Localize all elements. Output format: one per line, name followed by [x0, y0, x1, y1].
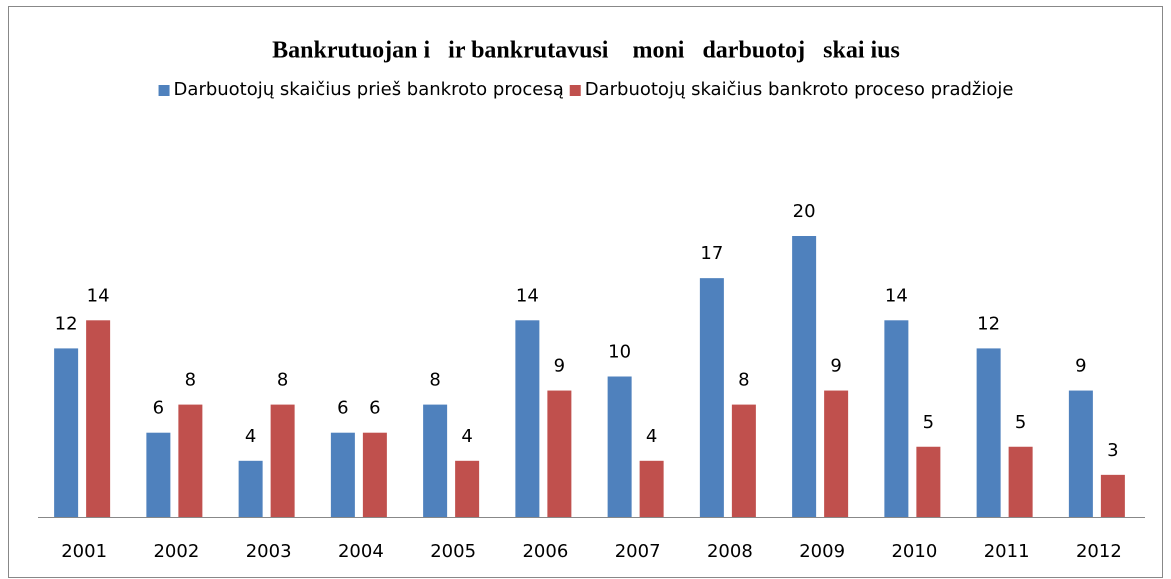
bar	[1008, 446, 1033, 517]
x-tick-label: 2002	[153, 541, 199, 562]
data-label: 5	[1015, 412, 1026, 433]
data-label: 8	[185, 370, 196, 391]
bar	[1068, 390, 1093, 517]
x-tick-label: 2011	[984, 541, 1030, 562]
bar	[423, 404, 448, 517]
bar	[884, 320, 909, 517]
legend-swatch	[158, 85, 170, 96]
bar	[916, 446, 941, 517]
data-label: 20	[793, 201, 816, 222]
data-label: 3	[1107, 440, 1118, 461]
x-tick-label: 2003	[246, 541, 292, 562]
x-tick-label: 2008	[707, 541, 753, 562]
data-label: 8	[277, 370, 288, 391]
chart-title: Bankrutuojan i ir bankrutavusi moni darb…	[272, 38, 900, 64]
data-label: 5	[923, 412, 934, 433]
data-label: 17	[700, 243, 723, 264]
x-tick-label: 2010	[891, 541, 937, 562]
bar	[178, 404, 203, 517]
bar	[639, 460, 664, 517]
x-tick-label: 2012	[1076, 541, 1122, 562]
data-label: 14	[885, 285, 908, 306]
bar	[54, 348, 79, 517]
bar	[270, 404, 295, 517]
data-label: 10	[608, 342, 631, 363]
x-tick-label: 2004	[338, 541, 384, 562]
bar	[607, 376, 632, 517]
data-label: 12	[977, 313, 1000, 334]
data-label: 9	[830, 356, 841, 377]
data-label: 9	[554, 356, 565, 377]
x-tick-label: 2009	[799, 541, 845, 562]
legend-label: Darbuotojų skaičius bankroto proceso pra…	[585, 79, 1014, 100]
x-tick-label: 2005	[430, 541, 476, 562]
legend-label: Darbuotojų skaičius prieš bankroto proce…	[174, 79, 564, 100]
bar	[86, 320, 111, 517]
bar	[699, 278, 724, 517]
data-label: 4	[461, 426, 472, 447]
bar	[146, 432, 171, 517]
data-label: 4	[245, 426, 256, 447]
bar	[238, 460, 263, 517]
data-label: 6	[369, 398, 380, 419]
bar	[455, 460, 480, 517]
bar	[731, 404, 756, 517]
data-label: 14	[87, 285, 110, 306]
data-label: 4	[646, 426, 657, 447]
bar	[792, 236, 817, 517]
data-label: 6	[153, 398, 164, 419]
bar	[976, 348, 1001, 517]
legend-swatch	[569, 85, 581, 96]
bar	[1100, 474, 1125, 517]
bar	[824, 390, 849, 517]
x-tick-label: 2001	[61, 541, 107, 562]
data-label: 6	[337, 398, 348, 419]
data-label: 8	[738, 370, 749, 391]
bar	[362, 432, 387, 517]
x-tick-label: 2007	[615, 541, 661, 562]
bar	[547, 390, 572, 517]
x-tick-label: 2006	[522, 541, 568, 562]
bar	[330, 432, 355, 517]
data-label: 9	[1075, 356, 1086, 377]
data-label: 14	[516, 285, 539, 306]
bar	[515, 320, 540, 517]
data-label: 8	[429, 370, 440, 391]
data-label: 12	[55, 313, 78, 334]
